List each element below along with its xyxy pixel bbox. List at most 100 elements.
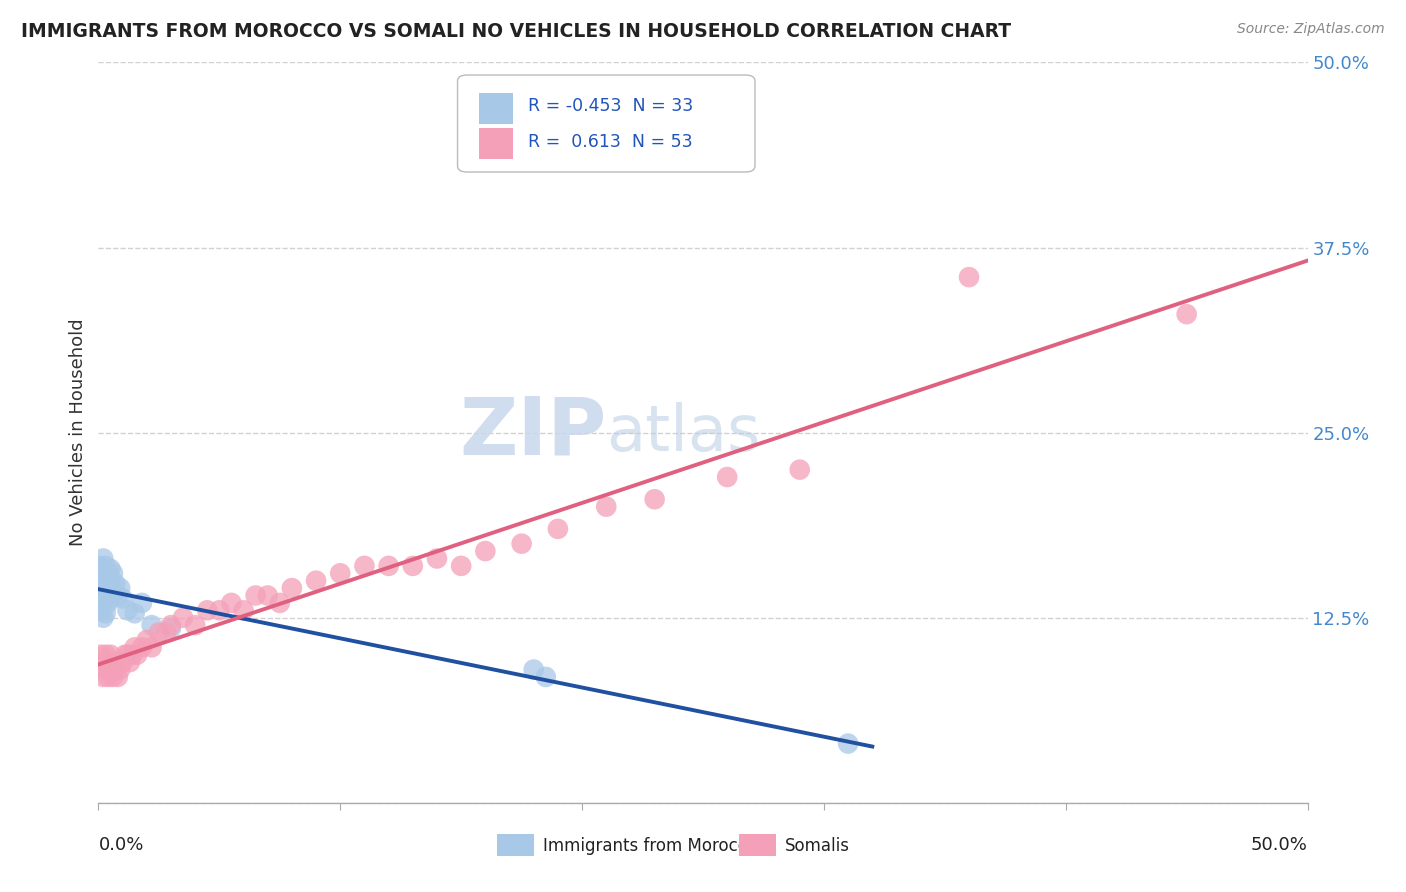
Point: [450, 558, 472, 573]
Point: [97, 670, 120, 684]
Text: R =  0.613  N = 53: R = 0.613 N = 53: [527, 133, 692, 151]
Point: [135, 632, 157, 647]
Bar: [479, 128, 513, 159]
Text: 0.0%: 0.0%: [98, 836, 143, 855]
Text: R = -0.453  N = 33: R = -0.453 N = 33: [527, 97, 693, 115]
Point: [353, 558, 375, 573]
Point: [221, 596, 243, 610]
Point: [124, 607, 146, 621]
Point: [90, 574, 112, 588]
Point: [100, 663, 122, 677]
Point: [94, 648, 117, 662]
Text: 50.0%: 50.0%: [1251, 836, 1308, 855]
Point: [534, 670, 557, 684]
Point: [114, 648, 136, 662]
Point: [94, 607, 117, 621]
Point: [160, 621, 183, 635]
Point: [111, 655, 134, 669]
Point: [957, 270, 980, 285]
Point: [160, 618, 183, 632]
Text: Source: ZipAtlas.com: Source: ZipAtlas.com: [1237, 22, 1385, 37]
Point: [547, 522, 569, 536]
Point: [269, 596, 291, 610]
Point: [208, 603, 231, 617]
Point: [523, 663, 546, 677]
Point: [90, 558, 112, 573]
Point: [121, 648, 143, 662]
Point: [91, 596, 114, 610]
Point: [97, 581, 120, 595]
Text: atlas: atlas: [606, 401, 761, 464]
Point: [91, 655, 114, 669]
Point: [90, 603, 112, 617]
Point: [108, 663, 131, 677]
FancyBboxPatch shape: [457, 75, 755, 172]
Point: [104, 663, 127, 677]
Point: [100, 576, 122, 591]
Point: [90, 589, 112, 603]
Point: [91, 610, 114, 624]
Point: [141, 640, 163, 655]
Text: Somalis: Somalis: [785, 837, 851, 855]
Point: [245, 589, 267, 603]
Point: [91, 670, 114, 684]
Point: [141, 618, 163, 632]
Point: [281, 581, 304, 595]
Y-axis label: No Vehicles in Household: No Vehicles in Household: [69, 318, 87, 547]
Bar: [740, 834, 776, 856]
Point: [595, 500, 617, 514]
Point: [94, 558, 117, 573]
Point: [97, 596, 120, 610]
Point: [1175, 307, 1198, 321]
Point: [94, 576, 117, 591]
Point: [232, 603, 254, 617]
Point: [91, 566, 114, 581]
Point: [108, 581, 131, 595]
Point: [107, 589, 129, 603]
Point: [172, 610, 194, 624]
Point: [101, 566, 124, 581]
Point: [94, 591, 117, 606]
Point: [100, 562, 122, 576]
Point: [111, 591, 134, 606]
Point: [789, 462, 811, 476]
Point: [510, 536, 533, 550]
Point: [101, 655, 124, 669]
Text: ZIP: ZIP: [458, 393, 606, 472]
Point: [127, 648, 149, 662]
Point: [474, 544, 496, 558]
Point: [148, 625, 170, 640]
Text: Immigrants from Morocco: Immigrants from Morocco: [543, 837, 758, 855]
Point: [716, 470, 738, 484]
Point: [97, 566, 120, 581]
Point: [101, 670, 124, 684]
Point: [97, 655, 120, 669]
Bar: [479, 93, 513, 124]
Point: [124, 640, 146, 655]
Point: [101, 585, 124, 599]
Point: [155, 625, 177, 640]
Point: [195, 603, 218, 617]
Point: [91, 551, 114, 566]
Point: [100, 591, 122, 606]
Point: [90, 648, 112, 662]
Bar: [498, 834, 534, 856]
Point: [644, 492, 666, 507]
Point: [91, 581, 114, 595]
Point: [131, 640, 153, 655]
Point: [100, 648, 122, 662]
Point: [104, 576, 127, 591]
Point: [117, 648, 139, 662]
Point: [329, 566, 352, 581]
Point: [118, 655, 141, 669]
Point: [305, 574, 328, 588]
Point: [256, 589, 278, 603]
Point: [131, 596, 153, 610]
Text: IMMIGRANTS FROM MOROCCO VS SOMALI NO VEHICLES IN HOUSEHOLD CORRELATION CHART: IMMIGRANTS FROM MOROCCO VS SOMALI NO VEH…: [21, 22, 1011, 41]
Point: [107, 670, 129, 684]
Point: [117, 603, 139, 617]
Point: [377, 558, 399, 573]
Point: [94, 663, 117, 677]
Point: [837, 737, 859, 751]
Point: [184, 618, 207, 632]
